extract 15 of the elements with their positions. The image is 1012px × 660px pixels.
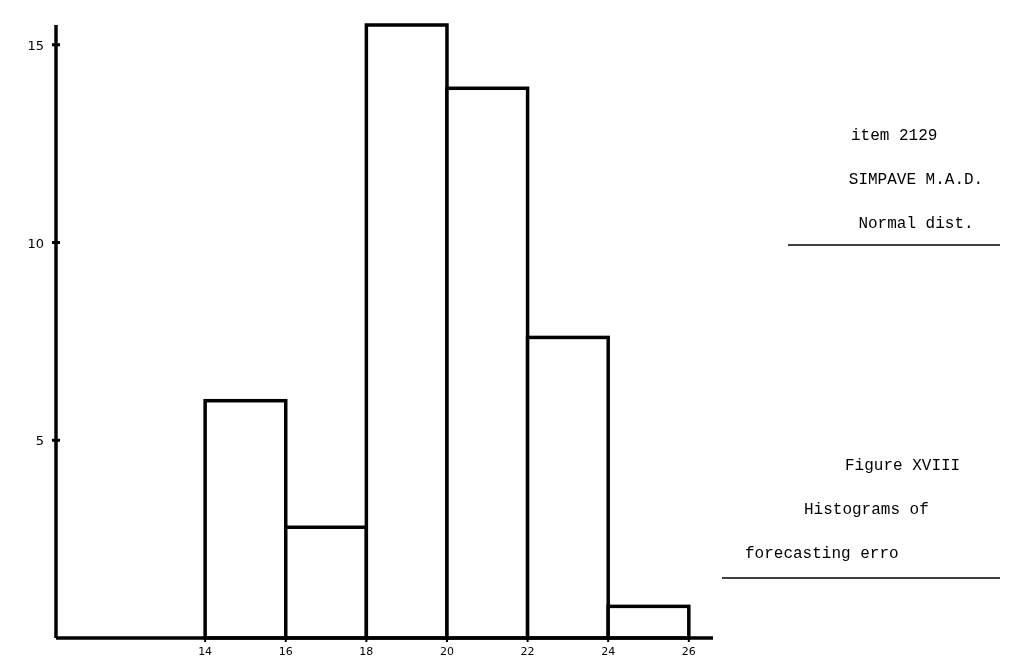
text: item 2129 bbox=[851, 127, 938, 145]
x-tick-label: 18 bbox=[359, 645, 374, 658]
x-tick-label: 24 bbox=[601, 645, 616, 658]
y-tick-label: 5 bbox=[35, 433, 44, 449]
x-tick-label: 14 bbox=[198, 645, 213, 658]
x-tick-label: 16 bbox=[278, 645, 293, 658]
x-tick-label: 26 bbox=[681, 645, 696, 658]
text: Figure XVIII bbox=[845, 457, 961, 475]
text: Normal dist. bbox=[858, 215, 974, 233]
text: Histograms of forecasting erro bbox=[745, 501, 929, 563]
y-tick-label: 10 bbox=[27, 235, 44, 251]
text: SIMPAVE M.A.D. bbox=[848, 171, 984, 189]
y-tick-label: 15 bbox=[27, 37, 44, 53]
x-tick-label: 20 bbox=[439, 645, 454, 658]
x-tick-label: 22 bbox=[520, 645, 535, 658]
